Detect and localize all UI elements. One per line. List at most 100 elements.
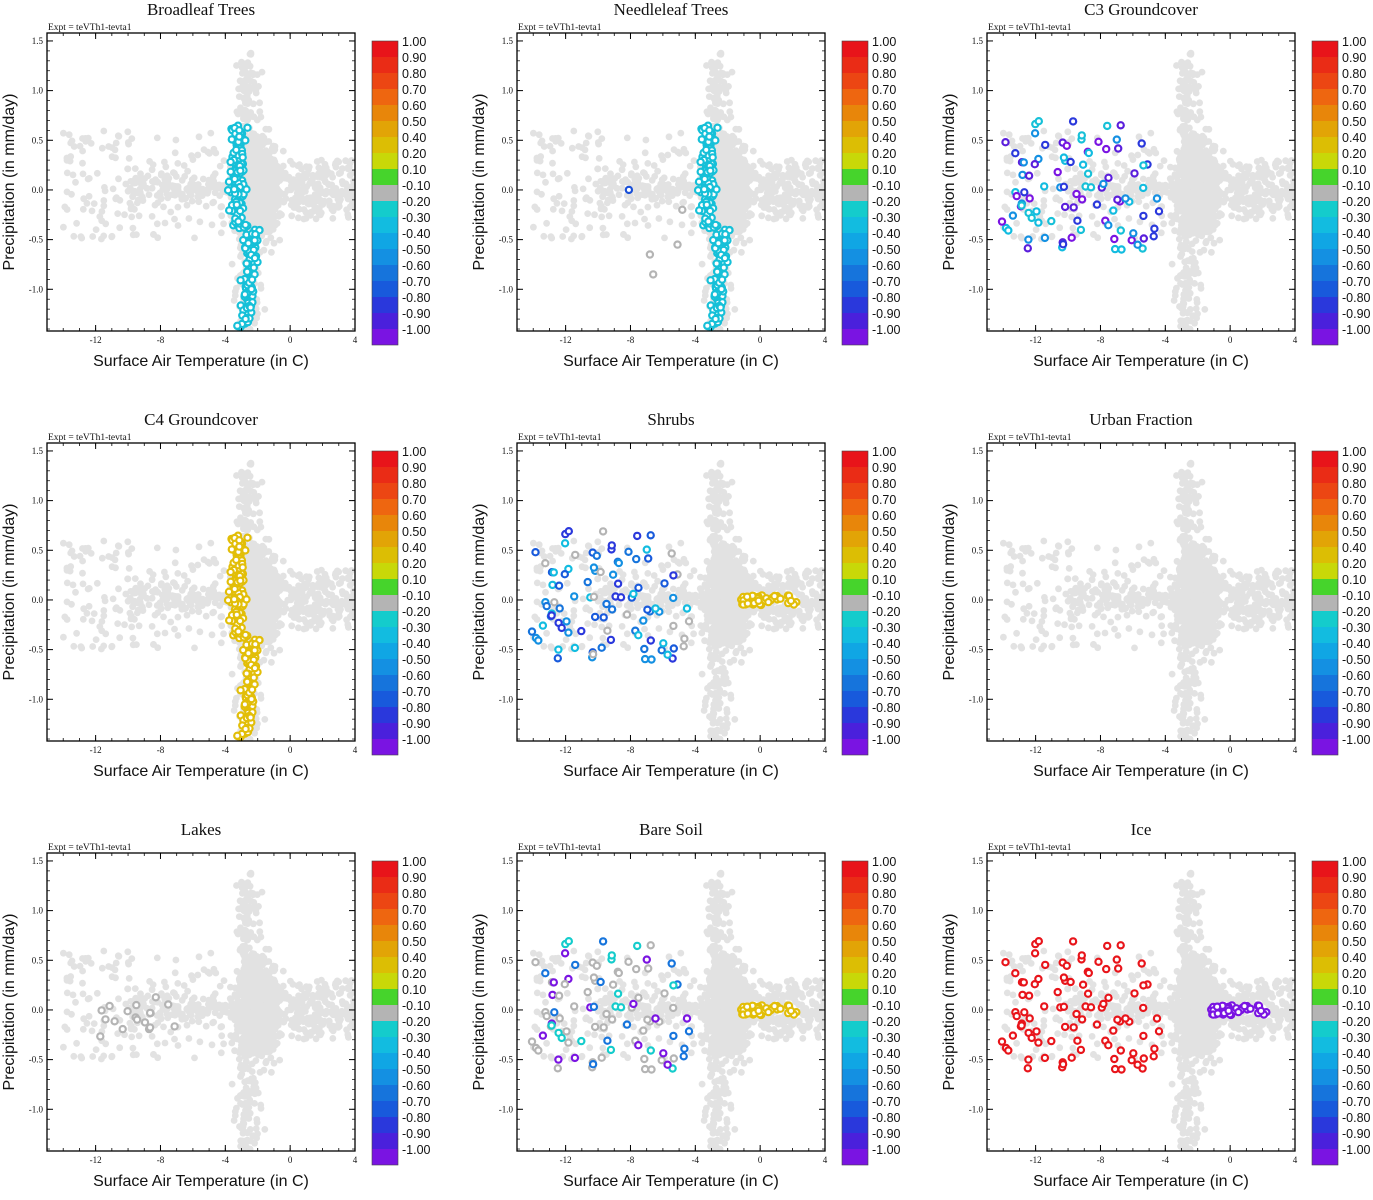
background-point — [169, 191, 177, 199]
background-point — [1191, 173, 1198, 181]
background-point — [163, 190, 171, 198]
background-point — [307, 211, 314, 219]
background-point — [114, 210, 122, 218]
background-point — [690, 220, 697, 228]
colorbar-swatch — [372, 137, 398, 153]
background-point — [609, 197, 617, 205]
background-point — [279, 162, 287, 170]
background-point — [205, 186, 212, 193]
background-point — [1193, 155, 1201, 163]
background-point — [711, 64, 719, 72]
background-point — [584, 210, 592, 218]
data-point — [713, 267, 722, 276]
background-point — [327, 188, 335, 196]
background-point — [651, 173, 659, 180]
background-point — [101, 184, 108, 191]
background-point — [726, 137, 734, 145]
background-point — [682, 149, 690, 157]
background-point — [307, 178, 315, 186]
data-point — [704, 217, 713, 226]
background-point — [324, 180, 332, 188]
colorbar-swatch — [842, 137, 868, 153]
data-point — [235, 206, 245, 216]
background-point — [1183, 223, 1190, 231]
background-point — [1168, 260, 1176, 268]
background-point — [679, 199, 687, 207]
background-point — [669, 186, 676, 194]
background-point — [723, 155, 731, 163]
background-point — [167, 208, 175, 216]
background-point — [733, 160, 741, 168]
background-point — [599, 224, 607, 232]
colorbar-swatch — [372, 201, 398, 217]
x-axis-label: Surface Air Temperature (in C) — [93, 353, 309, 370]
background-point — [582, 154, 589, 162]
background-point — [190, 174, 198, 182]
background-point — [734, 228, 742, 236]
background-point — [804, 193, 812, 201]
colorbar-swatch — [372, 217, 398, 233]
background-point — [788, 156, 795, 164]
background-point — [549, 205, 557, 213]
background-point — [295, 214, 302, 222]
background-point — [335, 201, 342, 208]
data-point — [244, 239, 253, 248]
background-point — [333, 157, 341, 165]
background-point — [722, 89, 730, 97]
background-point — [595, 155, 603, 162]
y-tick-label: 1.5 — [32, 36, 44, 46]
colorbar: 1.000.900.800.700.600.500.400.200.10-0.1… — [841, 35, 901, 346]
colorbar-label: -0.20 — [872, 195, 901, 209]
colorbar: 1.000.900.800.700.600.500.400.200.10-0.1… — [371, 35, 431, 346]
background-point — [288, 212, 296, 220]
background-point — [792, 190, 799, 198]
background-point — [248, 141, 256, 148]
background-point — [1197, 113, 1205, 121]
background-point — [264, 223, 271, 231]
background-point — [312, 206, 320, 213]
background-point — [717, 77, 725, 85]
background-point — [77, 233, 85, 241]
background-point — [1205, 125, 1213, 133]
x-tick-label: -12 — [90, 335, 102, 345]
background-point — [686, 162, 694, 170]
background-point — [531, 203, 539, 211]
colorbar-label: -1.00 — [872, 323, 901, 337]
background-point — [157, 171, 165, 179]
background-point — [89, 233, 97, 240]
data-point — [227, 135, 236, 144]
background-point — [584, 132, 592, 140]
data-point — [247, 275, 257, 284]
background-point — [194, 181, 202, 188]
colorbar-label: -0.40 — [872, 227, 901, 241]
background-point — [198, 192, 206, 200]
data-point — [712, 185, 721, 194]
background-point — [243, 93, 251, 101]
background-point — [265, 188, 272, 196]
background-point — [258, 182, 266, 189]
background-point — [765, 214, 772, 222]
background-point — [568, 144, 576, 152]
background-point — [618, 184, 626, 192]
background-point — [183, 201, 191, 209]
background-point — [575, 143, 583, 150]
background-point — [535, 131, 543, 139]
background-point — [1183, 323, 1190, 331]
background-point — [758, 180, 766, 188]
background-point — [149, 178, 156, 185]
colorbar-swatch — [372, 185, 398, 201]
background-point — [240, 77, 248, 85]
colorbar-swatch — [842, 105, 868, 121]
background-point — [788, 174, 796, 182]
background-point — [714, 59, 722, 66]
background-point — [749, 147, 757, 155]
data-point — [250, 236, 259, 245]
background-point — [1174, 206, 1181, 214]
x-tick-label: -4 — [222, 335, 230, 345]
background-point — [317, 209, 325, 217]
background-point — [775, 166, 782, 174]
data-point — [695, 206, 704, 215]
background-point — [560, 200, 568, 208]
background-point — [664, 181, 672, 188]
data-point — [720, 253, 730, 263]
